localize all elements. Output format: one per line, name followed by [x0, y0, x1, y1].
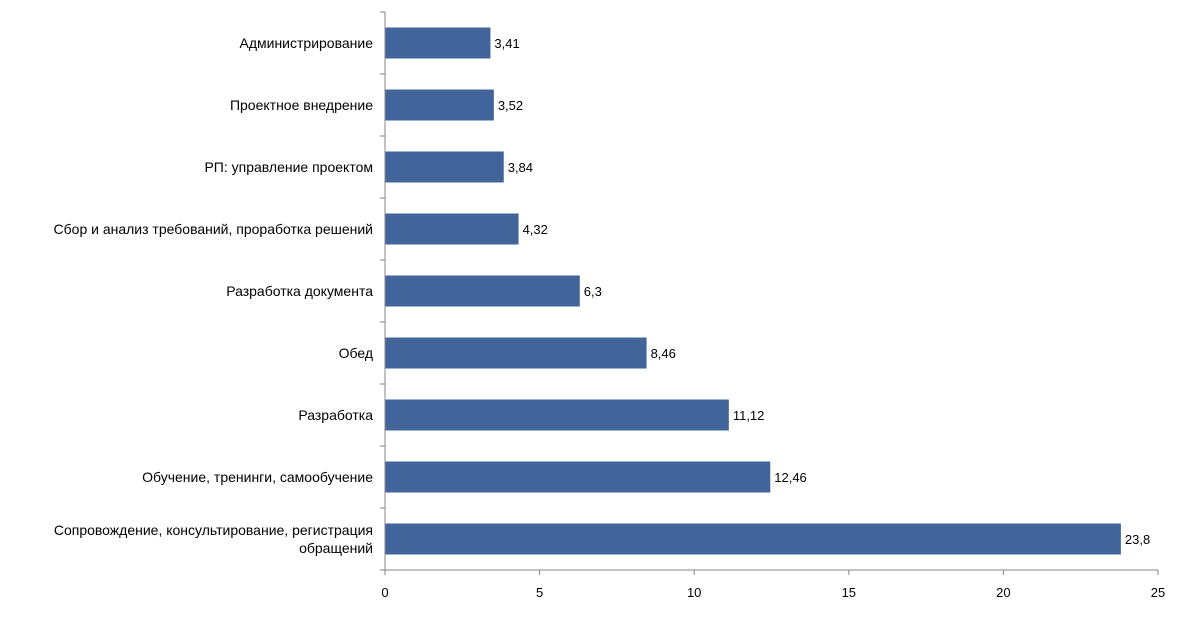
x-tick-label: 20: [996, 585, 1010, 600]
category-label: Обучение, тренинги, самообучение: [142, 469, 373, 485]
category-label: Разработка: [298, 407, 373, 423]
category-label-line: Сбор и анализ требований, проработка реш…: [54, 221, 373, 237]
category-label: Администрирование: [240, 35, 374, 51]
x-tick-label: 5: [536, 585, 543, 600]
category-label: Проектное внедрение: [230, 97, 373, 113]
x-tick-label: 25: [1151, 585, 1165, 600]
category-label-line: Разработка: [298, 407, 373, 423]
bar: [385, 151, 504, 183]
bar-value-label: 3,41: [494, 36, 519, 51]
x-tick-label: 10: [687, 585, 701, 600]
bar-value-label: 3,84: [508, 160, 533, 175]
bar-value-label: 11,12: [733, 408, 765, 423]
category-label-line: обращений: [299, 540, 373, 556]
bar: [385, 337, 647, 369]
category-label-line: РП: управление проектом: [204, 159, 373, 175]
category-label-line: Сопровождение, консультирование, регистр…: [54, 522, 373, 538]
x-tick-label: 15: [842, 585, 856, 600]
bar: [385, 399, 729, 431]
bar-value-label: 23,8: [1125, 532, 1150, 547]
bar-value-label: 8,46: [651, 346, 676, 361]
bar-value-label: 3,52: [498, 98, 523, 113]
category-label: Разработка документа: [226, 283, 373, 299]
bar: [385, 523, 1121, 555]
labels-layer: 3,41 Администрирование 3,52 Проектное внедр…: [54, 35, 1151, 556]
category-label: Обед: [339, 345, 373, 361]
axes-layer: 0 5 10 15 20 25: [380, 11, 1165, 600]
bars-layer: [385, 27, 1121, 555]
category-label: Сбор и анализ требований, проработка реш…: [54, 221, 373, 237]
bar-value-label: 12,46: [774, 470, 807, 485]
bar: [385, 275, 580, 307]
category-label-line: Проектное внедрение: [230, 97, 373, 113]
bar: [385, 461, 771, 493]
category-label-line: Обед: [339, 345, 373, 361]
category-label-line: Разработка документа: [226, 283, 373, 299]
bar: [385, 213, 519, 245]
bar: [385, 89, 494, 121]
bar-value-label: 6,3: [584, 284, 602, 299]
category-label-line: Обучение, тренинги, самообучение: [142, 469, 373, 485]
bar-value-label: 4,32: [523, 222, 548, 237]
category-label: РП: управление проектом: [204, 159, 373, 175]
x-tick-label: 0: [381, 585, 388, 600]
category-label: Сопровождение, консультирование, регистр…: [54, 522, 373, 556]
category-label-line: Администрирование: [240, 35, 374, 51]
bar: [385, 27, 491, 59]
